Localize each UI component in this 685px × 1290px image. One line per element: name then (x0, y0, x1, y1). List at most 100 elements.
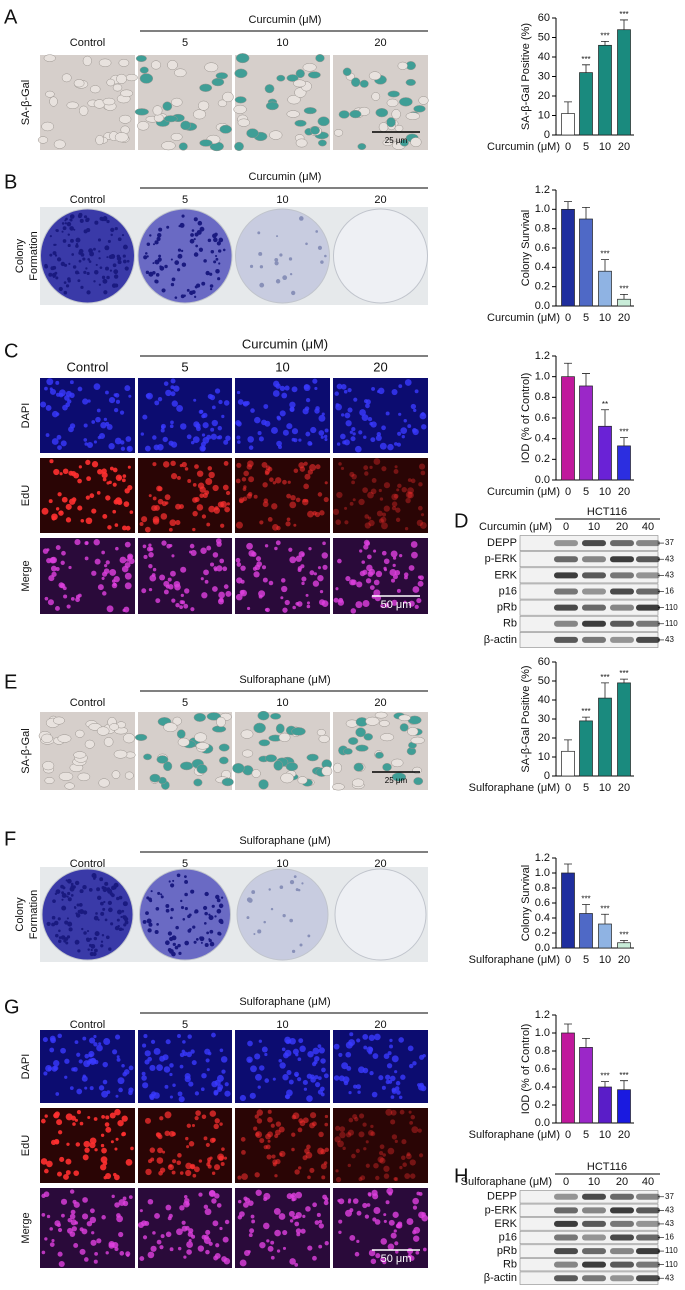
nucleus (295, 1228, 302, 1234)
cell (295, 138, 308, 148)
nucleus (279, 1062, 286, 1069)
column-label: 20 (374, 1019, 386, 1031)
nucleus (393, 1229, 397, 1233)
nucleus (59, 510, 63, 514)
y-tick-label: 60 (538, 656, 550, 668)
colony (67, 243, 71, 248)
nucleus (217, 1084, 224, 1091)
colony (209, 272, 213, 276)
nucleus (347, 1163, 351, 1168)
colony (86, 290, 91, 295)
cell (316, 729, 326, 736)
nucleus (379, 1157, 386, 1164)
nucleus (51, 516, 57, 521)
nucleus (383, 1053, 390, 1060)
nucleus (254, 1114, 259, 1119)
nucleus (165, 1204, 172, 1211)
cell (240, 729, 254, 739)
nucleus (159, 574, 166, 581)
column-label: 20 (373, 359, 387, 374)
nucleus (223, 1156, 228, 1160)
cell (172, 716, 182, 726)
nucleus (373, 1206, 381, 1214)
nucleus (212, 484, 219, 492)
nucleus (123, 1069, 130, 1075)
nucleus (394, 1241, 399, 1246)
nucleus (410, 478, 416, 484)
nucleus (274, 1174, 278, 1178)
nucleus (287, 480, 291, 484)
significance: *** (619, 669, 628, 678)
nucleus (51, 1239, 55, 1243)
lane-label: 40 (642, 1176, 654, 1188)
nucleus (389, 569, 397, 576)
nucleus (150, 1245, 157, 1252)
nucleus (383, 505, 390, 512)
nucleus (385, 411, 390, 416)
nucleus (269, 477, 274, 482)
nucleus (369, 422, 373, 426)
nucleus (87, 442, 94, 449)
nucleus (170, 391, 176, 397)
nucleus (126, 445, 133, 452)
colony (154, 279, 159, 284)
nucleus (144, 1117, 151, 1124)
nucleus (264, 470, 270, 476)
nucleus (188, 550, 193, 554)
colony (87, 948, 90, 951)
colony (104, 881, 109, 886)
cell (111, 770, 121, 779)
nucleus (205, 1249, 210, 1255)
row-label: DAPI (20, 1054, 32, 1080)
marker-label: 43 (665, 1219, 674, 1228)
cell (258, 739, 271, 747)
nucleus (324, 1114, 329, 1119)
colony (94, 931, 100, 937)
nucleus (376, 510, 383, 517)
nucleus (267, 517, 273, 522)
row-label: EdU (20, 485, 32, 506)
nucleus (337, 1199, 341, 1203)
cell (264, 84, 275, 94)
error-bar (564, 739, 572, 752)
nucleus (279, 385, 286, 392)
nucleus (113, 1174, 120, 1181)
nucleus (71, 1226, 77, 1232)
cell (180, 120, 191, 131)
cell (278, 732, 291, 743)
nucleus (324, 1147, 330, 1153)
y-axis-title: IOD (% of Control) (520, 1024, 532, 1114)
colony (93, 280, 96, 283)
nucleus (225, 590, 232, 597)
y-tick-label: 0.2 (535, 927, 550, 939)
colony (188, 913, 192, 917)
nucleus (188, 1228, 194, 1234)
nucleus (235, 478, 241, 484)
nucleus (216, 565, 223, 572)
y-tick-label: 20 (538, 90, 550, 102)
nucleus (84, 1257, 89, 1262)
nucleus (405, 491, 413, 499)
nucleus (368, 1193, 372, 1197)
colony (103, 900, 106, 904)
nucleus (299, 1120, 306, 1127)
colony (249, 264, 254, 268)
nucleus (142, 414, 148, 420)
cell (399, 723, 409, 732)
nucleus (375, 570, 383, 578)
nucleus (142, 1082, 149, 1089)
cell (380, 733, 395, 742)
cell (418, 96, 429, 105)
nucleus (262, 482, 268, 488)
nucleus (70, 471, 77, 477)
cell (318, 734, 330, 743)
colony (200, 941, 203, 944)
marker-label: 110 (665, 1260, 678, 1269)
nucleus (314, 386, 318, 391)
nucleus (78, 465, 82, 469)
nucleus (237, 1215, 243, 1220)
cell (273, 760, 284, 771)
nucleus (241, 477, 247, 482)
nucleus (41, 1213, 46, 1217)
colony (89, 951, 94, 957)
